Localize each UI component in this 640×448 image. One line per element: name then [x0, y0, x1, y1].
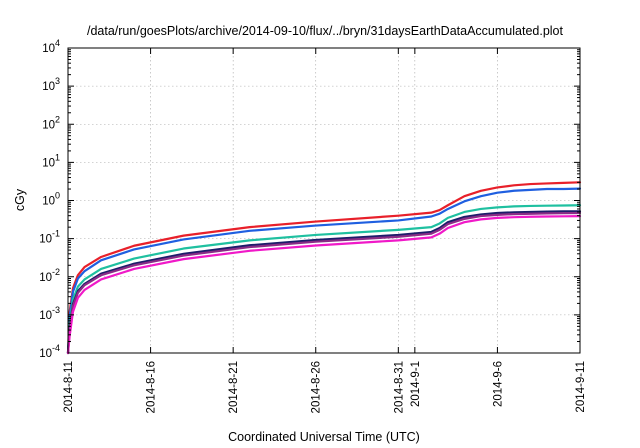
x-tick-label: 2014-8-31: [393, 361, 405, 413]
series-line-1: [66, 181, 582, 355]
x-tick-label: 2014-8-16: [146, 361, 158, 413]
x-tick-label: 2014-9-6: [492, 361, 504, 407]
x-tick-label: 2014-8-21: [228, 361, 240, 413]
x-tick-label: 2014-9-1: [410, 361, 422, 407]
y-tick-label: 100: [42, 191, 60, 208]
x-tick-label: 2014-9-11: [575, 361, 587, 413]
series-line-5: [66, 211, 582, 355]
chart-title: /data/run/goesPlots/archive/2014-09-10/f…: [87, 24, 563, 38]
x-tick-label: 2014-8-26: [311, 361, 323, 413]
y-tick-label: 10-2: [39, 267, 60, 284]
y-tick-label: 10-4: [39, 343, 60, 360]
series-line-2: [66, 187, 582, 355]
axis-ticks: 10-4 10-3 10-2 10-1 100 101 102 103 104 2014-8-11…: [39, 38, 587, 413]
y-tick-label: 101: [42, 152, 60, 169]
y-tick-label: 10-3: [39, 305, 60, 322]
x-axis-label: Coordinated Universal Time (UTC): [228, 430, 420, 444]
y-tick-label: 104: [42, 38, 60, 55]
y-tick-label: 102: [42, 114, 60, 131]
y-tick-label: 10-1: [39, 229, 60, 246]
grid: [68, 48, 580, 353]
series-line-6: [66, 214, 582, 355]
series-line-3: [66, 204, 582, 355]
x-tick-label: 2014-8-11: [63, 361, 75, 413]
y-tick-label: 103: [42, 76, 60, 93]
series-line-4: [66, 210, 582, 355]
y-axis-label: cGy: [13, 188, 27, 211]
series-group: [66, 181, 582, 355]
